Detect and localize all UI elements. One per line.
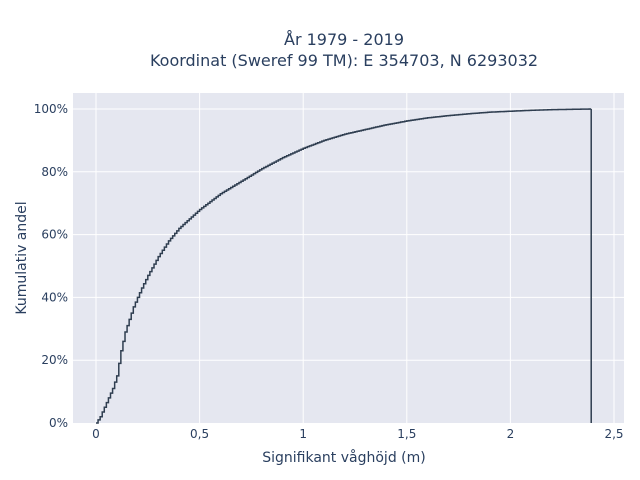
plot-area: [73, 93, 624, 423]
tick-labels: 0 0,5 1 1,5 2 2,5 0% 20% 40% 60% 80% 100%: [34, 102, 624, 441]
x-tick-label: 0,5: [190, 427, 209, 441]
x-axis-title: Signifikant våghöjd (m): [262, 449, 425, 466]
x-tick-label: 0: [92, 427, 100, 441]
y-axis-title: Kumulativ andel: [14, 201, 30, 314]
y-tick-label: 20%: [41, 353, 68, 367]
chart-title-line2: Koordinat (Sweref 99 TM): E 354703, N 62…: [150, 51, 538, 70]
x-tick-label: 2,5: [604, 427, 623, 441]
cdf-series-line: [96, 108, 592, 424]
chart-title-line1: År 1979 - 2019: [284, 30, 404, 49]
y-tick-label: 80%: [41, 165, 68, 179]
x-tick-label: 2: [507, 427, 515, 441]
y-tick-label: 0%: [49, 416, 68, 430]
x-tick-label: 1: [299, 427, 307, 441]
y-tick-label: 40%: [41, 290, 68, 304]
y-tick-label: 60%: [41, 228, 68, 242]
x-tick-label: 1,5: [397, 427, 416, 441]
y-tick-label: 100%: [34, 102, 68, 116]
